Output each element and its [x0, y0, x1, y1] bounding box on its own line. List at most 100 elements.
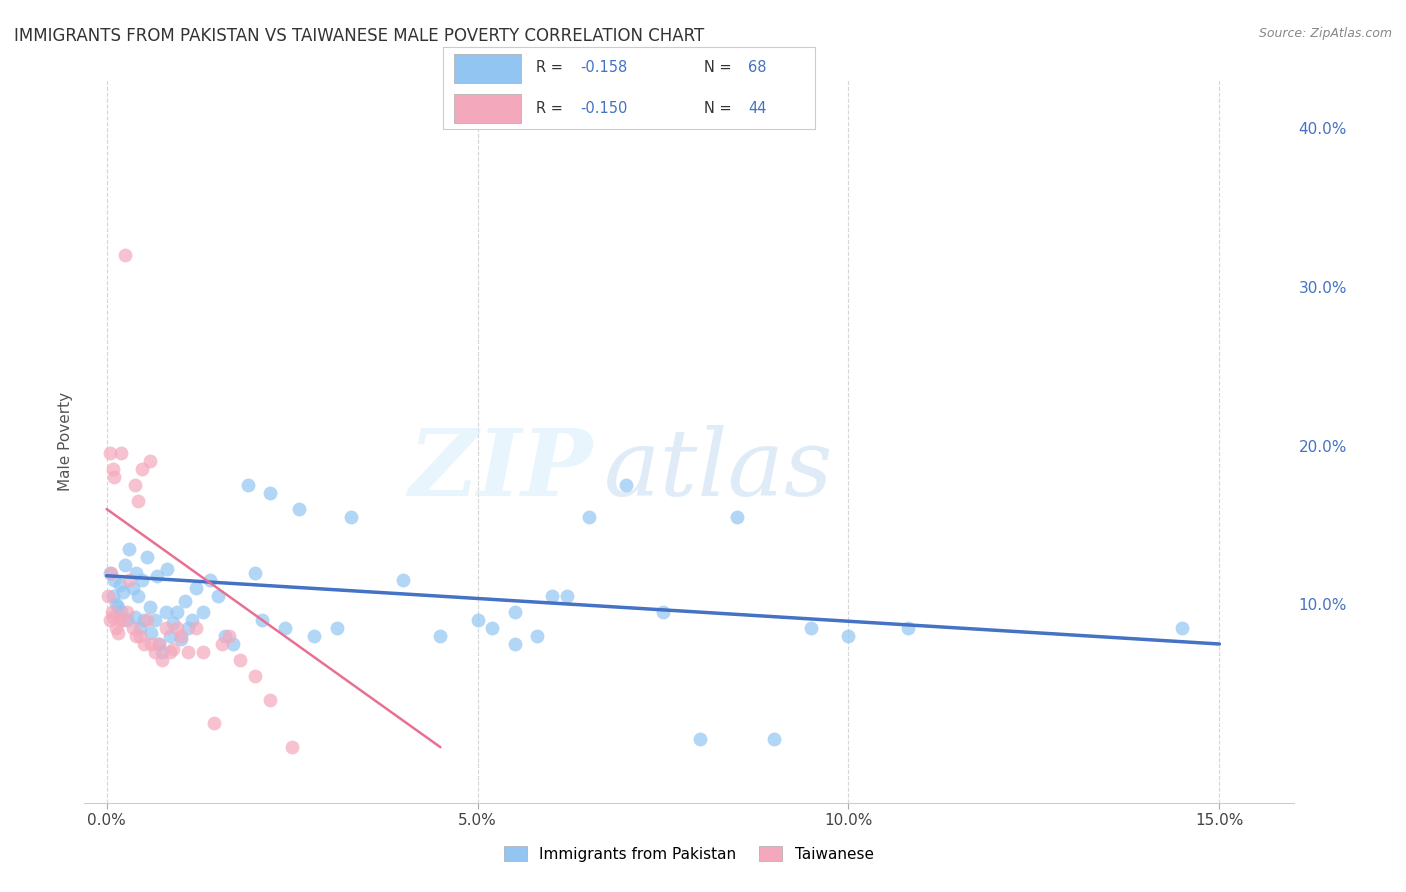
- Point: [555, 590, 578, 604]
- Point: [121, 582, 143, 596]
- Point: [170, 629, 193, 643]
- Point: [191, 645, 214, 659]
- Text: -0.150: -0.150: [581, 102, 628, 116]
- Point: [98, 613, 121, 627]
- Bar: [454, 94, 522, 123]
- Point: [104, 621, 127, 635]
- Point: [207, 590, 229, 604]
- Point: [121, 621, 143, 635]
- Text: Source: ZipAtlas.com: Source: ZipAtlas.com: [1258, 27, 1392, 40]
- Text: -0.158: -0.158: [581, 61, 628, 75]
- Point: [138, 600, 160, 615]
- Point: [1171, 621, 1194, 635]
- Point: [725, 510, 748, 524]
- Point: [131, 462, 153, 476]
- Point: [800, 621, 823, 635]
- Point: [132, 637, 155, 651]
- Point: [101, 590, 124, 604]
- Point: [200, 574, 222, 588]
- Point: [103, 574, 125, 588]
- Text: N =: N =: [704, 102, 735, 116]
- Point: [114, 558, 136, 572]
- Point: [173, 594, 195, 608]
- Point: [162, 616, 184, 631]
- Point: [107, 600, 129, 615]
- Point: [202, 716, 225, 731]
- Point: [143, 613, 166, 627]
- Point: [104, 597, 127, 611]
- Point: [837, 629, 859, 643]
- Point: [132, 613, 155, 627]
- Point: [117, 613, 139, 627]
- Point: [652, 605, 675, 619]
- Point: [156, 562, 179, 576]
- Point: [467, 613, 489, 627]
- Point: [100, 566, 122, 580]
- Point: [124, 610, 146, 624]
- Point: [139, 626, 162, 640]
- Text: 44: 44: [748, 102, 766, 116]
- Point: [214, 629, 236, 643]
- Point: [118, 574, 141, 588]
- Text: 68: 68: [748, 61, 766, 75]
- Text: IMMIGRANTS FROM PAKISTAN VS TAIWANESE MALE POVERTY CORRELATION CHART: IMMIGRANTS FROM PAKISTAN VS TAIWANESE MA…: [14, 27, 704, 45]
- Point: [136, 549, 159, 564]
- Point: [184, 582, 207, 596]
- Point: [170, 632, 193, 647]
- Point: [139, 637, 162, 651]
- Point: [503, 637, 526, 651]
- Point: [166, 621, 188, 635]
- Point: [125, 566, 148, 580]
- Point: [110, 446, 132, 460]
- Point: [117, 605, 139, 619]
- Point: [177, 621, 200, 635]
- Point: [155, 621, 177, 635]
- Point: [236, 478, 259, 492]
- Point: [131, 574, 153, 588]
- Point: [259, 692, 281, 706]
- Point: [481, 621, 503, 635]
- Point: [146, 568, 169, 582]
- Text: R =: R =: [536, 61, 568, 75]
- Point: [150, 653, 173, 667]
- Point: [110, 605, 132, 619]
- Point: [689, 732, 711, 747]
- Point: [243, 566, 266, 580]
- Point: [107, 626, 129, 640]
- Point: [243, 669, 266, 683]
- Point: [218, 629, 240, 643]
- Point: [98, 446, 121, 460]
- Point: [763, 732, 786, 747]
- Point: [150, 645, 173, 659]
- Point: [325, 621, 347, 635]
- Legend: Immigrants from Pakistan, Taiwanese: Immigrants from Pakistan, Taiwanese: [498, 839, 880, 868]
- Point: [103, 470, 125, 484]
- Point: [125, 629, 148, 643]
- Point: [155, 605, 177, 619]
- Point: [124, 478, 146, 492]
- Point: [503, 605, 526, 619]
- Point: [229, 653, 252, 667]
- Point: [129, 621, 152, 635]
- Text: atlas: atlas: [605, 425, 834, 516]
- Point: [129, 629, 152, 643]
- Point: [118, 541, 141, 556]
- Point: [108, 578, 131, 592]
- Point: [166, 605, 188, 619]
- Y-axis label: Male Poverty: Male Poverty: [58, 392, 73, 491]
- Point: [273, 621, 295, 635]
- Point: [540, 590, 562, 604]
- Point: [340, 510, 363, 524]
- Point: [897, 621, 920, 635]
- Point: [101, 462, 124, 476]
- Point: [97, 590, 120, 604]
- Point: [148, 637, 170, 651]
- Point: [111, 613, 134, 627]
- Point: [98, 566, 121, 580]
- Point: [159, 645, 181, 659]
- Text: ZIP: ZIP: [408, 425, 592, 516]
- Point: [148, 637, 170, 651]
- Point: [281, 740, 304, 755]
- Point: [177, 645, 200, 659]
- Point: [578, 510, 600, 524]
